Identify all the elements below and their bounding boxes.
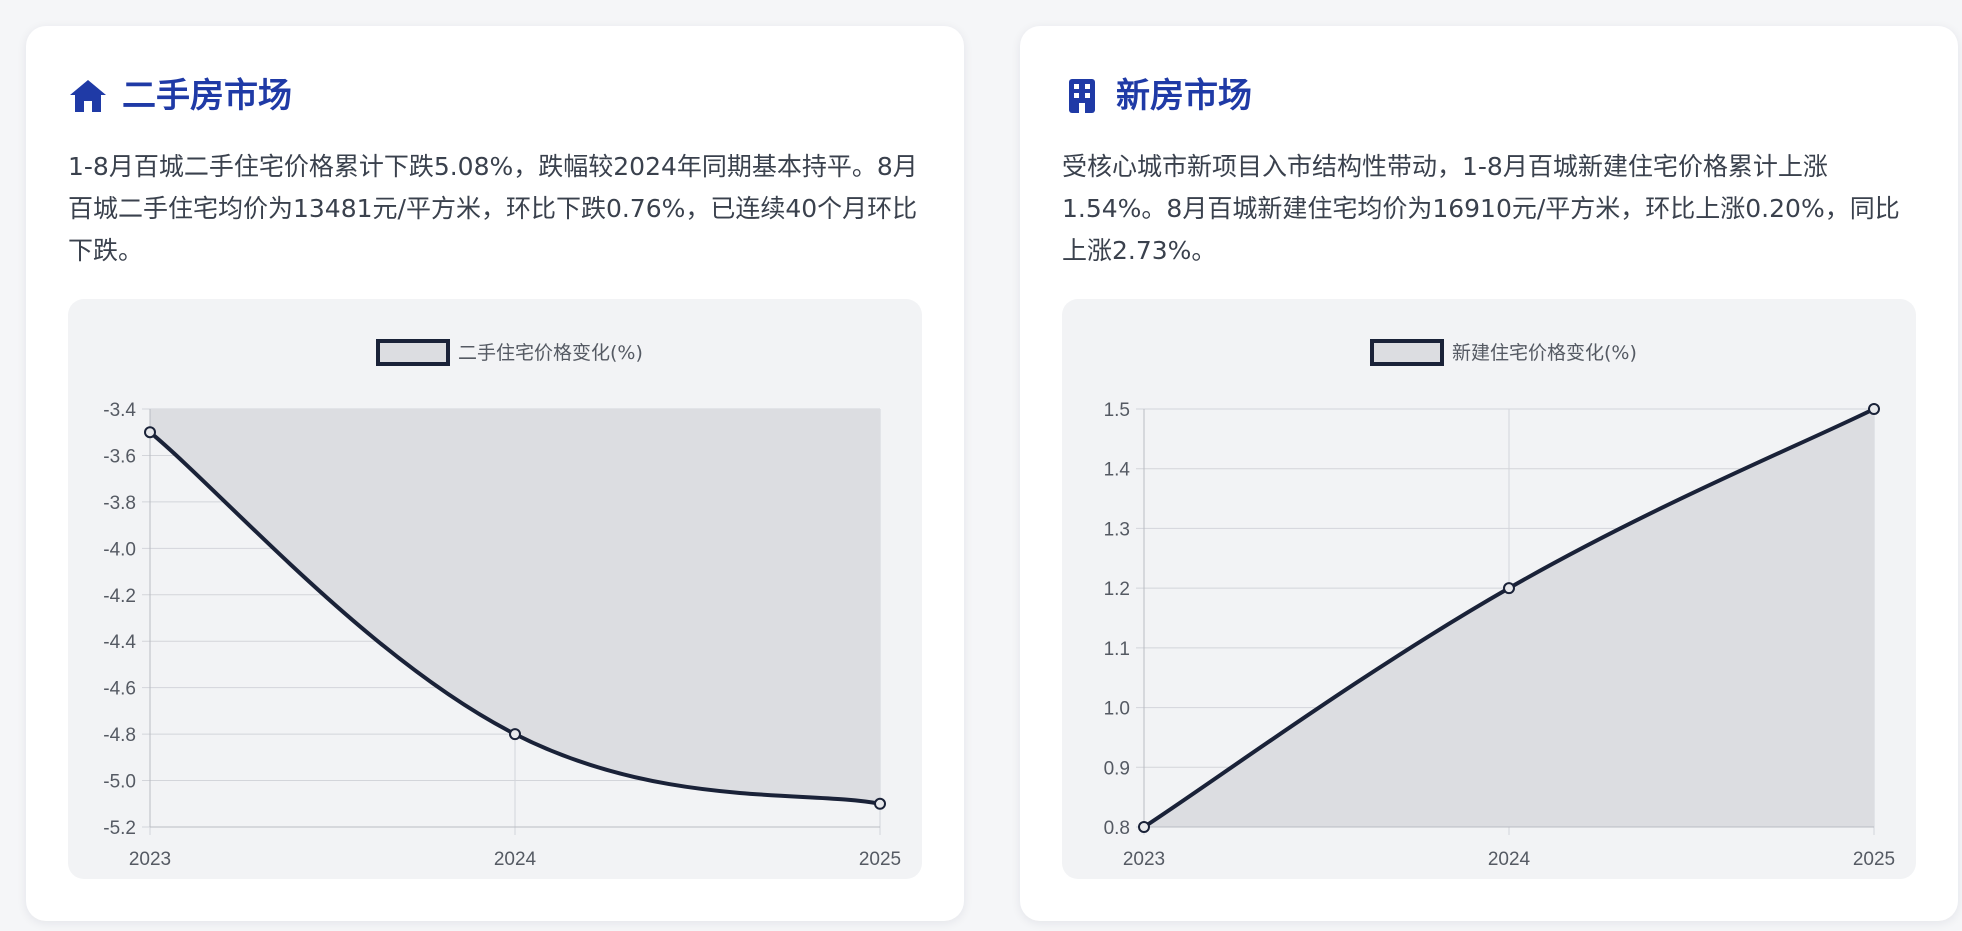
data-point[interactable] xyxy=(1868,403,1880,415)
y-tick-label: 1.3 xyxy=(1104,519,1130,540)
x-tick-label: 2024 xyxy=(494,849,537,870)
area-fill xyxy=(150,409,880,804)
card-header: 二手房市场 xyxy=(68,70,292,122)
card-title: 二手房市场 xyxy=(122,76,292,116)
y-tick-label: -4.8 xyxy=(103,725,136,746)
card-title: 新房市场 xyxy=(1116,76,1252,116)
legend-swatch[interactable] xyxy=(1370,339,1444,366)
card-description: 1-8月百城二手住宅价格累计下跌5.08%，跌幅较2024年同期基本持平。8月百… xyxy=(68,152,918,265)
area-fill xyxy=(1144,409,1874,827)
y-tick-label: -4.4 xyxy=(103,632,136,653)
y-tick-label: 0.8 xyxy=(1104,818,1130,839)
second-hand-market-card: 二手房市场 1-8月百城二手住宅价格累计下跌5.08%，跌幅较2024年同期基本… xyxy=(26,26,964,921)
data-point[interactable] xyxy=(144,426,156,439)
card-header: 新房市场 xyxy=(1062,70,1252,122)
y-tick-label: -4.0 xyxy=(103,539,136,560)
data-point[interactable] xyxy=(1503,582,1515,595)
building-icon xyxy=(1069,79,1095,113)
y-tick-label: -3.4 xyxy=(103,400,136,421)
y-tick-label: 1.2 xyxy=(1104,579,1130,600)
legend-swatch[interactable] xyxy=(376,339,450,366)
house-icon xyxy=(70,80,106,112)
x-tick-label: 2023 xyxy=(1123,849,1165,870)
data-point[interactable] xyxy=(509,728,521,741)
y-tick-label: 1.1 xyxy=(1104,639,1130,660)
y-tick-label: -4.6 xyxy=(103,679,136,700)
chart-container: 新建住宅价格变化(%) 0.8 0.9 1.0 1.1 1.2 1.3 1.4 1.5 2023 2… xyxy=(1062,299,1916,879)
x-tick-label: 2023 xyxy=(129,849,171,870)
legend-label: 二手住宅价格变化(%) xyxy=(458,342,643,364)
y-tick-label: -3.8 xyxy=(103,493,136,514)
card-description: 受核心城市新项目入市结构性带动，1-8月百城新建住宅价格累计上涨1.54%。8月… xyxy=(1062,152,1900,265)
chart-container: 二手住宅价格变化(%) -3.4 -3.6 -3.8 -4.0 -4.2 -4.4 -4.6 -… xyxy=(68,299,922,879)
x-tick-label: 2024 xyxy=(1488,849,1531,870)
legend-label: 新建住宅价格变化(%) xyxy=(1452,342,1637,364)
new-home-price-chart: 新建住宅价格变化(%) 0.8 0.9 1.0 1.1 1.2 1.3 1.4 1.5 2023 2… xyxy=(1104,339,1895,870)
x-tick-label: 2025 xyxy=(1853,849,1895,870)
y-tick-label: 1.4 xyxy=(1104,460,1131,481)
y-tick-label: -5.0 xyxy=(103,772,136,793)
new-home-market-card: 新房市场 受核心城市新项目入市结构性带动，1-8月百城新建住宅价格累计上涨1.5… xyxy=(1020,26,1958,921)
y-tick-label: -5.2 xyxy=(103,818,136,839)
y-tick-label: 1.5 xyxy=(1104,400,1130,421)
y-tick-label: -3.6 xyxy=(103,446,136,467)
data-point[interactable] xyxy=(874,797,886,810)
data-point[interactable] xyxy=(1138,821,1150,833)
y-tick-label: 1.0 xyxy=(1104,699,1130,720)
x-tick-label: 2025 xyxy=(859,849,901,870)
y-tick-label: 0.9 xyxy=(1104,758,1130,779)
second-hand-price-chart: 二手住宅价格变化(%) -3.4 -3.6 -3.8 -4.0 -4.2 -4.4 -4.6 -… xyxy=(103,339,901,870)
y-tick-label: -4.2 xyxy=(103,586,136,607)
